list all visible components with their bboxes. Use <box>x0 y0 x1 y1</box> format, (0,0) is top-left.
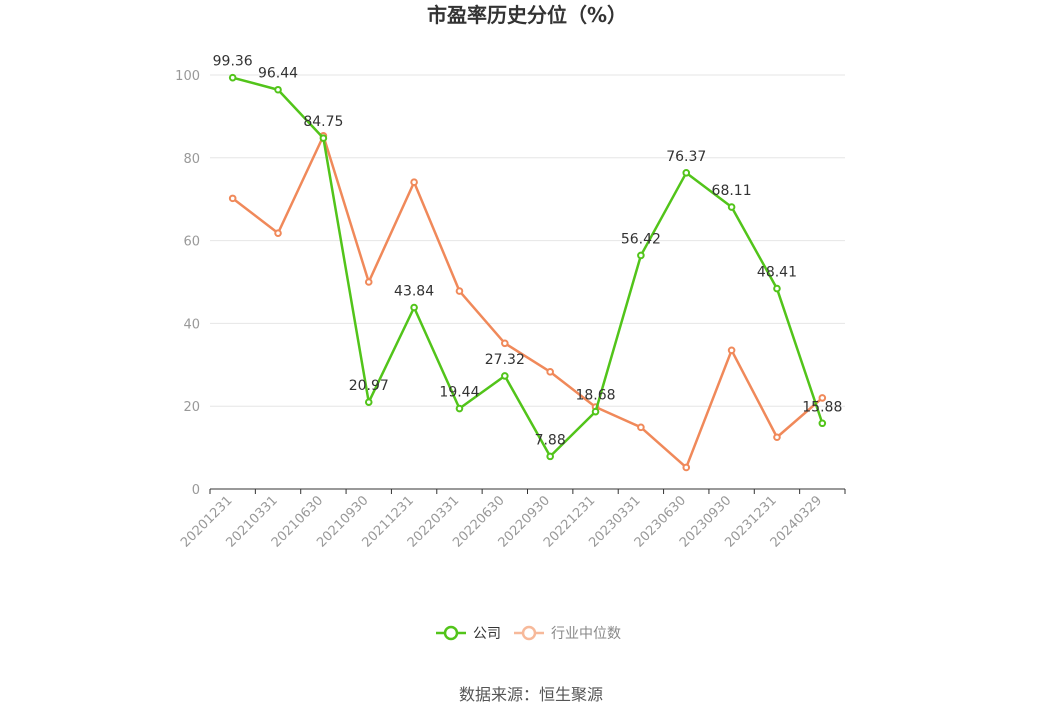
data-point <box>364 278 373 286</box>
data-point <box>274 85 282 94</box>
data-point <box>591 407 600 416</box>
series-line-0 <box>232 76 824 458</box>
data-label: 76.37 <box>666 149 706 165</box>
legend-swatch-marker <box>521 625 537 641</box>
y-tick-label: 40 <box>183 317 200 332</box>
data-point <box>637 423 645 432</box>
series-line-1 <box>231 134 824 469</box>
data-point <box>455 404 464 413</box>
legend-item-1[interactable]: 行业中位数 <box>514 625 621 642</box>
data-label: 27.32 <box>485 352 525 368</box>
data-point <box>818 419 827 428</box>
data-point <box>546 368 554 376</box>
data-point <box>274 229 282 237</box>
legend-label: 行业中位数 <box>551 626 621 642</box>
data-point <box>682 463 691 472</box>
data-point <box>546 452 554 461</box>
data-point <box>410 178 418 187</box>
y-tick-label: 100 <box>175 69 200 84</box>
data-label: 7.88 <box>535 432 566 448</box>
data-point <box>410 303 418 312</box>
data-point <box>501 372 509 380</box>
data-point <box>773 433 781 442</box>
data-label: 96.44 <box>258 66 298 82</box>
data-label: 20.97 <box>349 378 389 394</box>
data-label: 68.11 <box>712 183 752 199</box>
data-point <box>682 169 691 177</box>
grid <box>210 74 845 407</box>
legend-swatch-marker <box>443 625 459 641</box>
data-label: 18.68 <box>575 388 615 404</box>
y-tick-label: 20 <box>183 400 200 415</box>
data-labels: 99.36 96.44 84.75 20.97 43.84 19.44 27.32 7.88 1… <box>213 54 843 449</box>
data-label: 43.84 <box>394 284 434 300</box>
source-text: 数据来源：恒生聚源 <box>459 685 603 704</box>
data-label: 15.88 <box>802 399 842 415</box>
data-label: 48.41 <box>757 265 797 281</box>
data-label: 84.75 <box>303 114 343 130</box>
axes: 0204060801002020123120210331202106302021… <box>175 69 846 551</box>
data-point <box>818 394 827 402</box>
y-tick-label: 80 <box>183 152 200 167</box>
data-point <box>319 134 328 142</box>
data-point <box>228 73 237 82</box>
data-point <box>501 339 509 348</box>
data-point <box>455 287 464 295</box>
legend[interactable]: 公司 行业中位数 <box>436 625 621 642</box>
y-tick-label: 60 <box>183 235 200 250</box>
data-label: 99.36 <box>213 54 253 70</box>
y-tick-label: 0 <box>192 483 200 498</box>
data-label: 19.44 <box>439 385 479 401</box>
series-layer <box>228 73 827 472</box>
data-point <box>727 346 736 355</box>
data-point <box>228 194 237 203</box>
data-label: 56.42 <box>621 231 661 247</box>
data-point <box>364 398 373 406</box>
data-point <box>727 203 736 211</box>
data-point <box>773 284 781 293</box>
data-point <box>637 251 645 260</box>
legend-item-0[interactable]: 公司 <box>436 625 501 642</box>
chart-title: 市盈率历史分位（%） <box>427 3 627 27</box>
legend-label: 公司 <box>473 626 501 642</box>
